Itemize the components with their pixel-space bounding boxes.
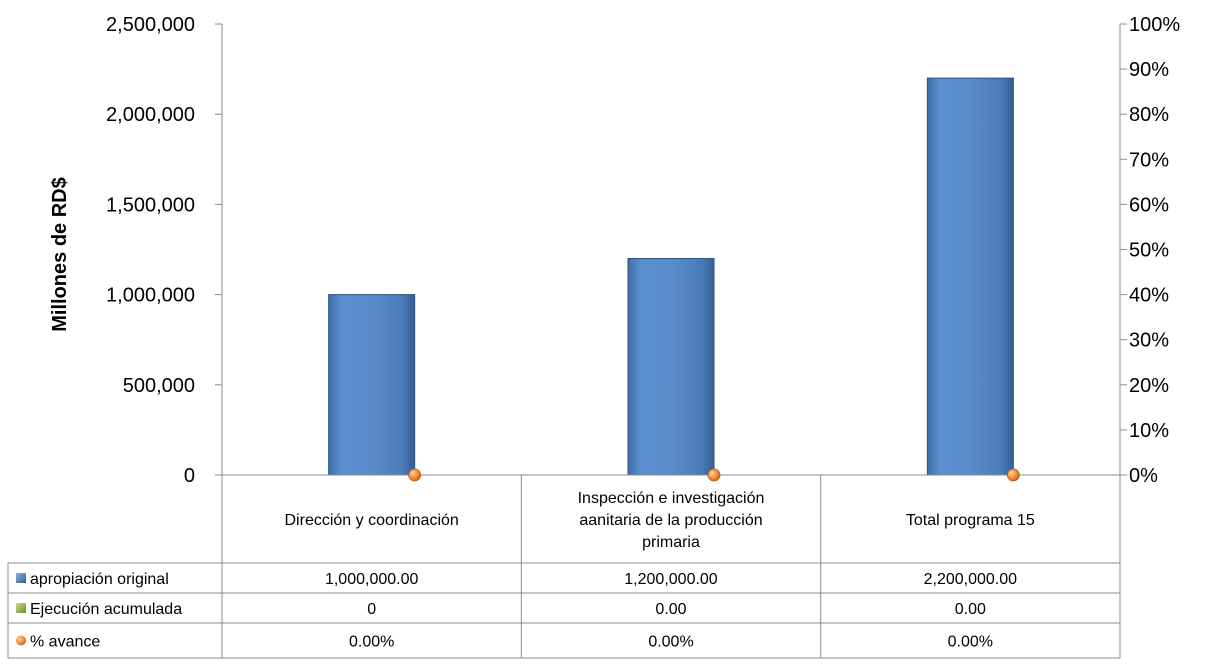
table-row-label: % avance xyxy=(30,634,100,651)
category-label: primaria xyxy=(642,534,700,551)
y2-tick-label: 0% xyxy=(1129,465,1158,487)
table-cell: 2,200,000.00 xyxy=(924,571,1018,588)
table-cell: 0.00% xyxy=(648,634,693,651)
y2-tick-label: 80% xyxy=(1129,104,1169,126)
category-label: Inspección e investigación xyxy=(578,490,765,507)
table-cell: 0.00 xyxy=(955,601,986,618)
y-tick-label: 0 xyxy=(184,465,195,487)
y-tick-label: 2,500,000 xyxy=(106,14,195,36)
y2-tick-label: 30% xyxy=(1129,330,1169,352)
bar-1 xyxy=(328,294,416,476)
legend-key-ejecucion xyxy=(16,603,26,613)
y2-tick-label: 70% xyxy=(1129,149,1169,171)
table-row-label: Ejecución acumulada xyxy=(30,601,182,618)
y2-tick-label: 90% xyxy=(1129,59,1169,81)
y2-tick-label: 50% xyxy=(1129,240,1169,262)
table-cell: 0.00% xyxy=(349,634,394,651)
avance-point-3 xyxy=(1006,468,1020,482)
table-cell: 0.00% xyxy=(948,634,993,651)
y2-tick-label: 10% xyxy=(1129,420,1169,442)
y2-tick-label: 20% xyxy=(1129,375,1169,397)
y-axis-title: Millones de RD$ xyxy=(49,177,71,331)
category-label: Total programa 15 xyxy=(906,512,1035,529)
legend-key-avance xyxy=(16,635,26,646)
legend-key-apropiacion xyxy=(16,573,26,583)
avance-point-1 xyxy=(408,468,422,482)
bar-2 xyxy=(627,258,715,476)
y-tick-label: 2,000,000 xyxy=(106,104,195,126)
category-label: aanitaria de la producción xyxy=(579,512,762,529)
table-cell: 1,200,000.00 xyxy=(624,571,718,588)
category-label: Dirección y coordinación xyxy=(285,512,459,529)
y-tick-label: 1,000,000 xyxy=(106,285,195,307)
y2-tick-label: 40% xyxy=(1129,285,1169,307)
y-tick-label: 500,000 xyxy=(123,375,195,397)
table-row-label: apropiación original xyxy=(30,571,169,588)
bar-3 xyxy=(926,77,1014,476)
y-tick-label: 1,500,000 xyxy=(106,194,195,216)
avance-point-2 xyxy=(707,468,721,482)
y2-tick-label: 60% xyxy=(1129,194,1169,216)
table-cell: 1,000,000.00 xyxy=(325,571,419,588)
table-cell: 0.00 xyxy=(655,601,686,618)
y2-tick-label: 100% xyxy=(1129,14,1180,36)
table-cell: 0 xyxy=(367,601,376,618)
